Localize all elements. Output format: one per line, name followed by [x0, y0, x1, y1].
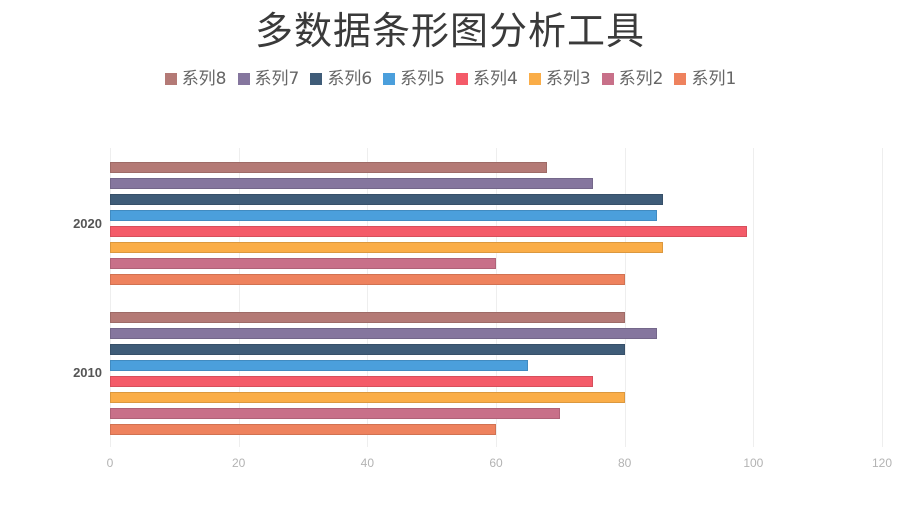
bar-2020-系列3[interactable] [110, 242, 664, 253]
legend-item[interactable]: 系列6 [310, 66, 372, 92]
legend-label: 系列4 [473, 69, 518, 89]
legend-item[interactable]: 系列7 [237, 66, 300, 92]
legend-item[interactable]: 系列4 [456, 66, 518, 92]
bar-2020-系列7[interactable] [110, 178, 593, 189]
bar-2010-系列8[interactable] [110, 311, 625, 323]
gridline [624, 148, 626, 447]
legend-item[interactable]: 系列2 [601, 66, 664, 92]
bar-2020-系列6[interactable] [110, 194, 664, 205]
x-tick-label: 40 [360, 456, 375, 470]
plot-area [110, 148, 883, 447]
legend-label: 系列2 [618, 69, 664, 89]
x-tick-label: 60 [489, 456, 503, 470]
gridline [753, 148, 755, 447]
x-tick-label: 20 [231, 456, 246, 470]
bar-2020-系列5[interactable] [110, 210, 657, 221]
gridline [110, 148, 111, 447]
legend-swatch-icon [528, 73, 541, 85]
legend-item[interactable]: 系列1 [674, 66, 736, 92]
gridline [238, 148, 240, 447]
legend-swatch-icon [456, 73, 468, 85]
legend-item[interactable]: 系列3 [528, 66, 591, 92]
bar-2020-系列4[interactable] [110, 226, 747, 237]
legend-item[interactable]: 系列5 [383, 66, 445, 92]
x-tick-label: 120 [871, 456, 893, 470]
y-category-label: 2010 [73, 365, 102, 380]
y-category-label: 2020 [73, 215, 102, 231]
bar-2010-系列2[interactable] [110, 407, 561, 419]
chart-legend: 系列8 系列7 系列6 系列5 系列4 系列3 系列2 系列1 [0, 66, 900, 92]
gridline [882, 148, 883, 447]
legend-label: 系列5 [400, 69, 445, 89]
legend-label: 系列3 [545, 69, 591, 89]
x-tick-label: 80 [617, 456, 632, 470]
x-tick-label: 100 [743, 456, 764, 470]
bar-2010-系列5[interactable] [110, 359, 529, 371]
legend-swatch-icon [383, 73, 396, 85]
legend-label: 系列1 [691, 69, 737, 89]
legend-swatch-icon [601, 73, 614, 85]
bar-2010-系列7[interactable] [110, 327, 657, 339]
gridline [496, 148, 497, 447]
legend-item[interactable]: 系列8 [164, 66, 227, 92]
bar-2020-系列1[interactable] [110, 274, 625, 285]
gridline [367, 148, 369, 447]
bar-2020-系列8[interactable] [110, 162, 548, 173]
legend-swatch-icon [237, 73, 250, 85]
legend-label: 系列8 [181, 69, 227, 89]
legend-swatch-icon [674, 73, 687, 85]
legend-swatch-icon [164, 73, 177, 85]
legend-label: 系列6 [327, 69, 373, 89]
x-tick-label: 0 [106, 456, 114, 470]
bar-2010-系列3[interactable] [110, 391, 625, 403]
bar-2010-系列4[interactable] [110, 375, 593, 387]
legend-label: 系列7 [254, 69, 300, 89]
legend-swatch-icon [310, 73, 323, 85]
chart-title: 多数据条形图分析工具 [254, 9, 645, 53]
bar-2010-系列6[interactable] [110, 343, 625, 355]
bar-2010-系列1[interactable] [110, 423, 496, 435]
bar-2020-系列2[interactable] [110, 258, 496, 269]
